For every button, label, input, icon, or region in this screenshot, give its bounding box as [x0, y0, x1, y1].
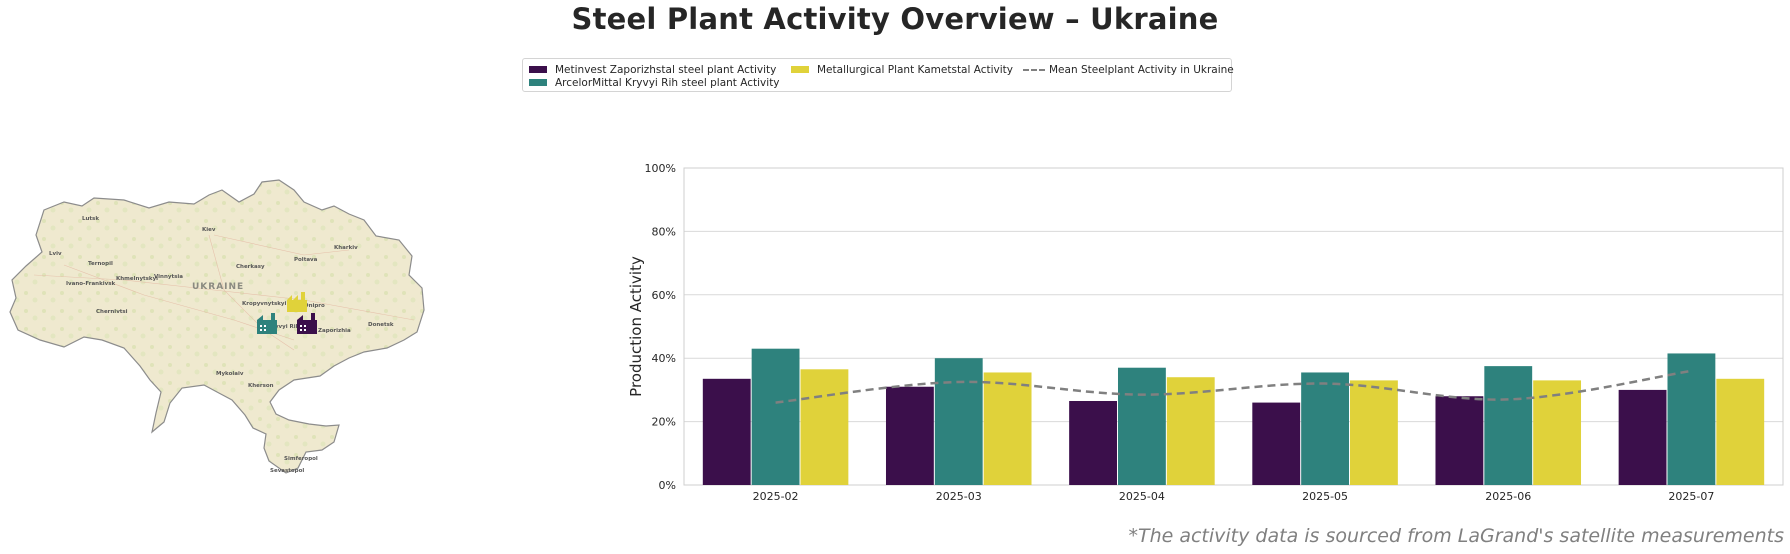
map-city-label: Simferopol: [284, 456, 318, 462]
ukraine-map: Lutsk Kiev Kharkiv Lviv Ternopil Poltava…: [9, 179, 425, 474]
factory-icon-metinvest: [297, 313, 317, 334]
legend-label-mean: Mean Steelplant Activity in Ukraine: [1049, 64, 1234, 76]
bar-metinvest: [1252, 402, 1301, 485]
map-city-label: Kharkiv: [334, 245, 358, 251]
bar-arcelormittal: [934, 358, 983, 485]
y-tick-label: 80%: [652, 225, 676, 238]
bar-kametstal: [1166, 377, 1215, 485]
bar-arcelormittal: [1301, 372, 1350, 485]
map-city-label: Kiev: [202, 227, 216, 233]
map-city-label: Kropyvnytskyi: [242, 301, 287, 307]
x-tick-label: 2025-05: [1302, 490, 1348, 503]
map-country-label: UKRAINE: [192, 282, 244, 292]
map-city-label: Ivano-Frankivsk: [66, 281, 115, 287]
bar-arcelormittal: [1484, 366, 1533, 485]
map-city-label: Cherkasy: [236, 264, 265, 270]
bar-kametstal: [983, 372, 1032, 485]
bar-arcelormittal: [1117, 367, 1166, 485]
x-tick-label: 2025-07: [1668, 490, 1714, 503]
y-tick-label: 20%: [652, 416, 676, 429]
legend-swatch-kametstal: [791, 66, 809, 73]
map-city-label: Donetsk: [368, 322, 394, 328]
chart-legend: Metinvest Zaporizhstal steel plant Activ…: [522, 58, 1234, 92]
map-city-label: Poltava: [294, 257, 318, 263]
factory-icon-kametstal: [287, 292, 307, 312]
bar-arcelormittal: [751, 348, 800, 485]
map-city-label: Zaporizhia: [318, 328, 351, 334]
legend-label-kametstal: Metallurgical Plant Kametstal Activity: [817, 64, 1014, 76]
x-tick-label: 2025-06: [1485, 490, 1531, 503]
bar-metinvest: [885, 386, 934, 485]
map-city-label: Chernivtsi: [96, 309, 128, 315]
y-tick-label: 0%: [659, 479, 676, 492]
chart-title: Steel Plant Activity Overview – Ukraine: [571, 2, 1219, 36]
map-city-label: Vinnytsia: [154, 274, 183, 280]
y-axis-label: Production Activity: [627, 256, 645, 397]
data-source-footnote: *The activity data is sourced from LaGra…: [1128, 525, 1784, 547]
legend-swatch-arcelormittal: [529, 79, 547, 86]
bar-kametstal: [1716, 378, 1765, 485]
plot-frame: [683, 167, 1784, 486]
legend-label-metinvest: Metinvest Zaporizhstal steel plant Activ…: [555, 64, 777, 76]
bar-kametstal: [800, 369, 849, 485]
bar-metinvest: [702, 378, 751, 485]
map-city-label: Lutsk: [82, 216, 99, 222]
map-city-label: Kryvyi Rih: [268, 324, 300, 330]
x-tick-label: 2025-02: [753, 490, 799, 503]
factory-icon-arcelormittal: [257, 313, 277, 334]
y-tick-label: 60%: [652, 289, 676, 302]
mean-activity-line: [775, 369, 1692, 404]
map-city-label: Ternopil: [88, 261, 113, 267]
legend-label-arcelormittal: ArcelorMittal Kryvyi Rih steel plant Act…: [555, 77, 780, 89]
y-tick-label: 40%: [652, 352, 676, 365]
bar-metinvest: [1618, 389, 1667, 485]
bar-kametstal: [1350, 380, 1398, 485]
x-tick-label: 2025-04: [1119, 490, 1165, 503]
map-city-label: Khmelnytskyi: [116, 276, 158, 282]
map-city-label: Sevastopol: [270, 468, 304, 474]
bar-arcelormittal: [1667, 353, 1716, 485]
bar-metinvest: [1069, 400, 1117, 485]
x-tick-label: 2025-03: [936, 490, 982, 503]
map-city-label: Lviv: [49, 251, 62, 257]
map-city-label: Dnipro: [304, 303, 325, 309]
y-tick-label: 100%: [645, 162, 676, 175]
bar-metinvest: [1435, 396, 1484, 485]
legend-swatch-mean: [1023, 69, 1045, 71]
map-city-label: Mykolaiv: [216, 371, 244, 377]
legend-swatch-metinvest: [529, 66, 547, 73]
map-city-label: Kherson: [248, 383, 274, 389]
